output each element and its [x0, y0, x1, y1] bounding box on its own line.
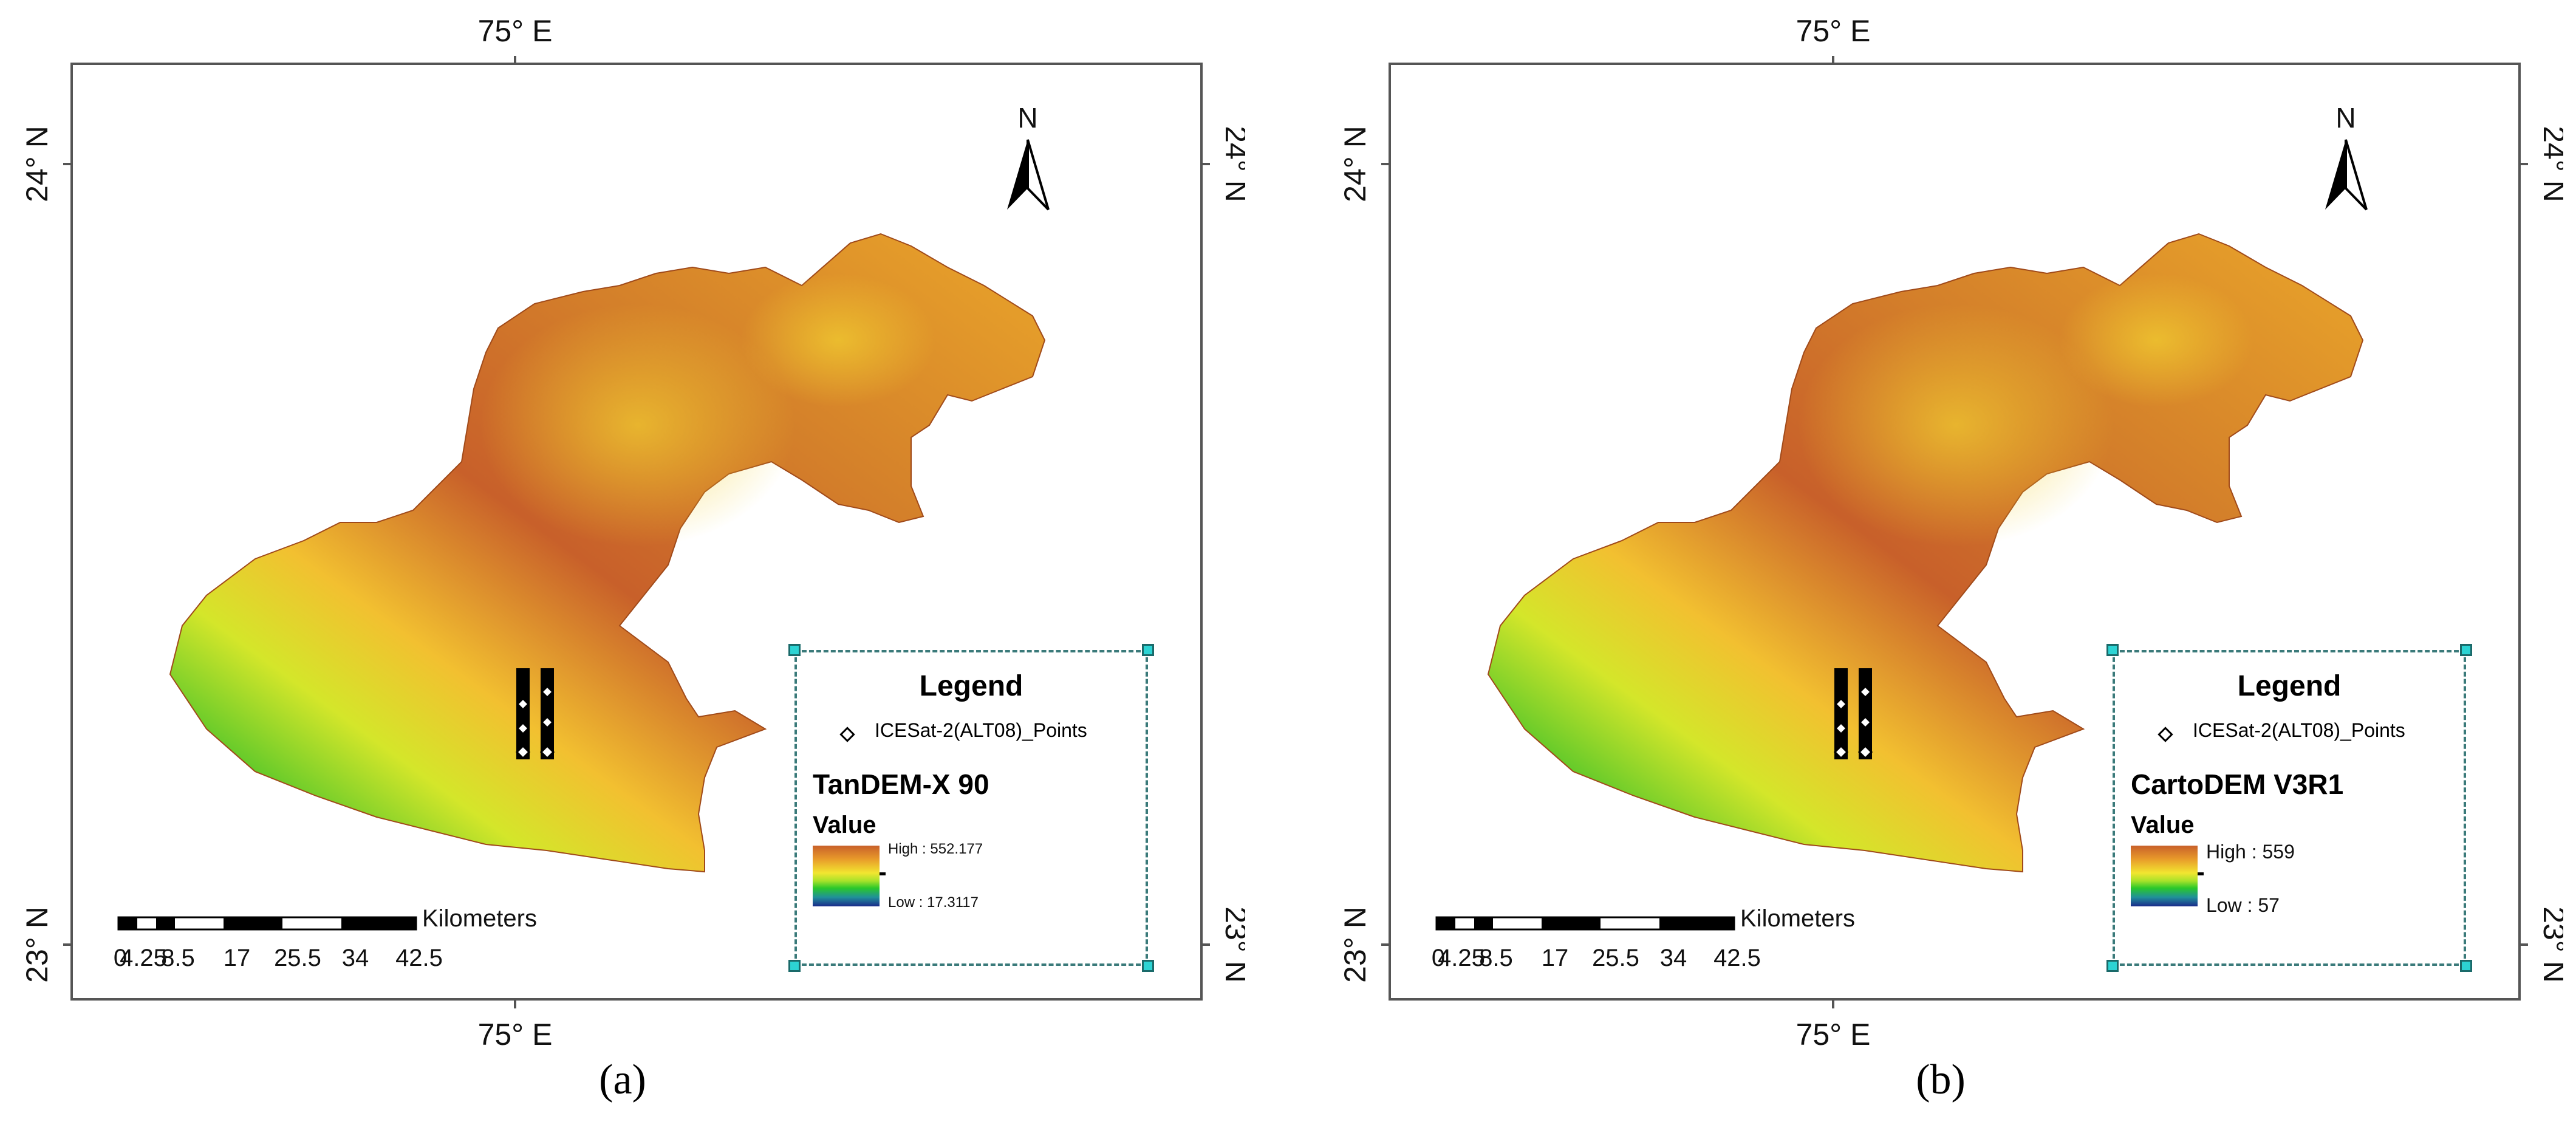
elevation-color-ramp: [813, 846, 880, 906]
icesat-points-group: [515, 668, 555, 760]
legend-dem-name: TanDEM-X 90: [813, 768, 989, 800]
legend-value-label: Value: [813, 812, 876, 838]
legend-dem-name: CartoDEM V3R1: [2131, 768, 2344, 800]
coord-top: 75° E: [478, 14, 553, 48]
scale-tick-1: 4.25: [120, 945, 167, 971]
legend-high: High : 552.177: [888, 841, 983, 857]
legend-low: Low : 17.3117: [888, 894, 979, 911]
coord-left-top: 24° N: [1338, 126, 1372, 202]
scale-tick-3: 17: [224, 945, 251, 971]
scale-tick-4: 25.5: [1592, 945, 1639, 971]
legend-points-label: ICESat-2(ALT08)_Points: [875, 719, 1087, 741]
north-label: N: [2335, 102, 2356, 134]
north-arrow-icon: [1007, 139, 1050, 211]
coord-bottom: 75° E: [1796, 1018, 1871, 1052]
scale-tick-2: 8.5: [1479, 945, 1513, 971]
scale-labels: 0 4.25 8.5 17 25.5 34 42.5 Kilometers: [1432, 905, 1855, 971]
legend-handle-bl[interactable]: [788, 960, 801, 972]
map-panel-b: N 0 4.25 8.5 17 25.5 34 42.5 Kilometers …: [1318, 0, 2563, 1136]
scale-tick-5: 34: [342, 945, 369, 971]
map-panel-a: N 0 4.25 8.5 17 25.5 34 42.5 Kilometers …: [0, 0, 1245, 1136]
ramp-tick: [880, 872, 886, 875]
coord-right-bottom: 23° N: [1219, 906, 1245, 983]
legend-box[interactable]: Legend ICESat-2(ALT08)_Points TanDEM-X 9…: [794, 650, 1148, 966]
north-label: N: [1017, 102, 1037, 134]
legend-box[interactable]: Legend ICESat-2(ALT08)_Points CartoDEM V…: [2113, 650, 2466, 966]
scale-labels: 0 4.25 8.5 17 25.5 34 42.5 Kilometers: [114, 905, 537, 971]
elevation-color-ramp: [2131, 846, 2198, 906]
scale-unit: Kilometers: [1740, 905, 1855, 932]
legend-handle-tr[interactable]: [1142, 644, 1154, 656]
point-symbol-icon: [2157, 727, 2173, 742]
legend-handle-br[interactable]: [2460, 960, 2472, 972]
legend-handle-tl[interactable]: [788, 644, 801, 656]
scale-bar: [1435, 916, 1735, 931]
legend-handle-tr[interactable]: [2460, 644, 2472, 656]
coord-right-top: 24° N: [2537, 126, 2563, 202]
point-symbol-icon: [839, 727, 855, 742]
coord-top: 75° E: [1796, 14, 1871, 48]
coord-right-top: 24° N: [1219, 126, 1245, 202]
legend-points-label: ICESat-2(ALT08)_Points: [2193, 719, 2405, 741]
map-canvas: N 0 4.25 8.5 17 25.5 34 42.5 Kilometers …: [20, 14, 1245, 1052]
legend-high: High : 559: [2206, 841, 2295, 863]
scale-unit: Kilometers: [422, 905, 537, 932]
scale-tick-6: 42.5: [395, 945, 443, 971]
panel-label: (b): [1916, 1056, 1966, 1103]
legend-low: Low : 57: [2206, 894, 2280, 916]
scale-tick-6: 42.5: [1713, 945, 1761, 971]
north-arrow-icon: [2325, 139, 2368, 211]
coord-left-bottom: 23° N: [20, 906, 54, 983]
coord-left-top: 24° N: [20, 126, 54, 202]
ramp-tick: [2198, 872, 2204, 875]
legend-title: Legend: [2237, 670, 2342, 702]
scale-tick-0: 0: [1432, 945, 1445, 971]
coord-left-bottom: 23° N: [1338, 906, 1372, 983]
icesat-points-group: [1833, 668, 1873, 760]
scale-tick-3: 17: [1542, 945, 1569, 971]
scale-tick-4: 25.5: [274, 945, 321, 971]
legend-handle-tl[interactable]: [2106, 644, 2119, 656]
coord-bottom: 75° E: [478, 1018, 553, 1052]
scale-tick-1: 4.25: [1438, 945, 1485, 971]
legend-title: Legend: [919, 670, 1023, 702]
legend-value-label: Value: [2131, 812, 2195, 838]
scale-tick-2: 8.5: [161, 945, 195, 971]
scale-bar: [117, 916, 417, 931]
scale-tick-0: 0: [114, 945, 127, 971]
scale-tick-5: 34: [1660, 945, 1687, 971]
legend-handle-br[interactable]: [1142, 960, 1154, 972]
coord-right-bottom: 23° N: [2537, 906, 2563, 983]
panel-label: (a): [599, 1056, 646, 1103]
legend-handle-bl[interactable]: [2106, 960, 2119, 972]
